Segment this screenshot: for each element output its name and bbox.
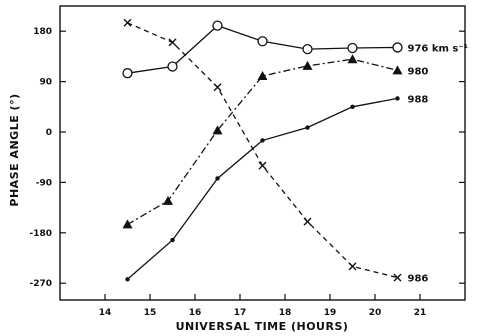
series-0-point-3 [257,36,268,47]
series-2: 988 [125,94,429,282]
series-2-point-6 [395,96,400,101]
series-label-1: 980 [408,66,429,77]
series-label-0: 976 km s⁻¹ [408,43,469,54]
series-3-point-1 [168,38,177,47]
x-tick-label-16: 16 [189,308,202,318]
y-tick-label--270: -270 [29,279,52,289]
series-1-point-2 [212,125,223,135]
series-3-point-6 [393,273,402,282]
series-2-point-3 [260,138,265,143]
series-2-point-5 [350,104,355,110]
y-tick-label--90: -90 [36,178,52,188]
y-axis-label: PHASE ANGLE (°) [8,93,21,206]
series-2-point-4 [305,125,310,130]
series-3-point-5 [348,262,357,271]
x-tick-label-19: 19 [324,308,337,318]
x-tick-label-15: 15 [144,308,157,318]
y-tick-label-0: 0 [46,128,52,138]
series-0-point-5 [347,42,358,54]
series-3-point-2 [213,83,222,92]
x-tick-label-18: 18 [279,308,292,318]
series-3-point-0 [123,18,132,27]
series-0-point-0 [122,68,133,79]
x-tick-label-14: 14 [99,308,112,318]
series-0-point-1 [167,61,178,72]
x-tick-label-17: 17 [234,308,247,318]
series-2-point-1 [170,237,175,243]
series-line-3 [127,22,398,279]
series-line-2 [127,97,398,280]
series-3: 986 [123,18,429,285]
series-1-point-1 [163,195,173,205]
series-2-point-2 [215,176,220,181]
series-0-point-4 [302,43,313,55]
series-1-point-5 [347,54,358,64]
series-label-2: 988 [408,94,429,105]
series-0: 976 km s⁻¹ [122,20,469,79]
y-tick-label--180: -180 [29,229,52,239]
series-0-point-6 [392,42,403,53]
series-1-point-0 [122,219,133,229]
series-1-point-3 [257,71,268,80]
series-3-point-3 [258,161,267,170]
x-axis-label: UNIVERSAL TIME (HOURS) [176,320,349,333]
x-tick-label-20: 20 [369,308,382,318]
series-1-point-6 [392,65,403,75]
series-3-point-4 [303,217,312,226]
series-2-point-0 [125,277,130,282]
series-label-3: 986 [408,274,429,285]
series-1: 980 [122,54,429,229]
y-tick-label-90: 90 [39,78,52,88]
plot-frame [59,5,466,301]
series-1-point-4 [302,60,313,70]
x-tick-label-21: 21 [414,308,427,318]
data-series: 976 km s⁻¹ 980 988 986 [122,18,469,285]
series-0-point-2 [212,20,223,31]
y-tick-label-180: 180 [33,27,52,37]
axis-ticks: 14 15 16 17 18 19 20 21 180 90 0 -90 -180 -270 [29,27,465,318]
